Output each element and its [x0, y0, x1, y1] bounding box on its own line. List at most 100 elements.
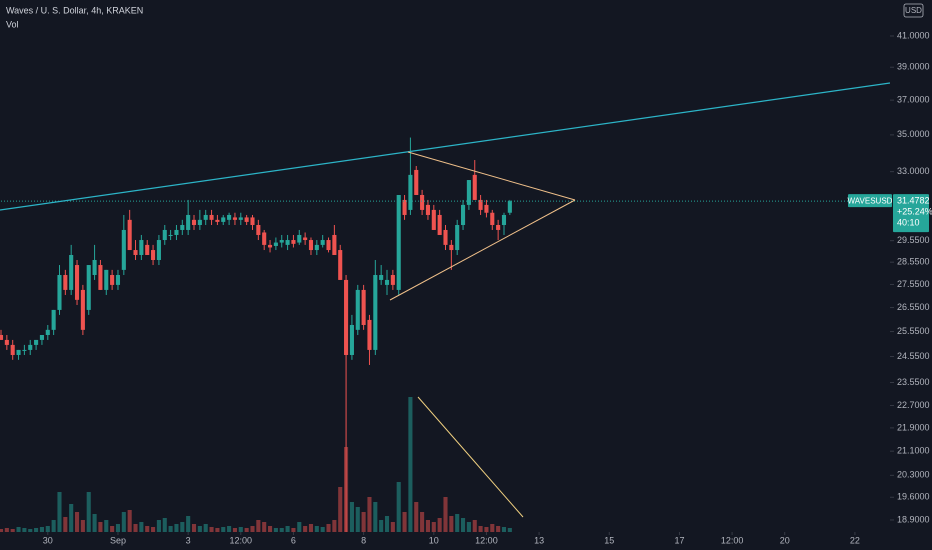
candle-body [367, 319, 372, 350]
candle-body [326, 240, 331, 251]
volume-bar [191, 524, 197, 532]
volume-bar [384, 516, 390, 532]
volume-bar [57, 492, 62, 532]
triangle-upper [407, 151, 576, 201]
volume-bar [110, 526, 115, 532]
candle-body [168, 234, 173, 236]
volume-bar [139, 522, 144, 532]
x-tick-label: 30 [43, 535, 53, 545]
x-tick-label: 3 [186, 535, 191, 545]
x-tick-label: 17 [674, 535, 684, 545]
volume-bar [267, 526, 273, 532]
candle-body [431, 209, 436, 230]
candle-body [308, 240, 314, 251]
candle-body [250, 217, 255, 225]
volume-bar [501, 527, 507, 532]
volume-bar [244, 528, 249, 532]
volume-bar [221, 527, 226, 532]
volume-bar [408, 397, 413, 532]
candle-body [379, 275, 384, 280]
candle-body [209, 214, 214, 220]
volume-bar [98, 522, 103, 532]
volume-bar [326, 524, 331, 532]
y-tick-label: 39.0000 [897, 62, 930, 72]
volume-bar [303, 526, 308, 532]
volume-bar [320, 527, 325, 532]
candle-body [443, 229, 448, 245]
volume-bar [478, 526, 483, 532]
candle-body [396, 194, 401, 290]
volume-bar [291, 528, 296, 532]
candle-body [104, 269, 109, 290]
volume-bar [332, 520, 337, 532]
volume-bar [297, 522, 302, 532]
candle-body [110, 275, 115, 285]
volume-bar [127, 510, 132, 532]
volume-bar [449, 516, 454, 532]
volume-bar [279, 528, 284, 532]
y-tick-label: 18.9000 [897, 514, 930, 524]
candle-body [449, 244, 454, 251]
candle-body [437, 214, 442, 235]
candle-body [191, 219, 197, 225]
volume-bar [361, 512, 366, 532]
candle-body [256, 224, 261, 235]
volume-bar [256, 520, 261, 532]
x-tick-label: 12:00 [475, 535, 498, 545]
volume-bar [273, 528, 278, 532]
volume-bar [209, 527, 214, 532]
volume-trend-line [417, 396, 524, 518]
x-tick-label: 8 [361, 535, 366, 545]
candle-body [373, 275, 378, 350]
y-tick-label: 28.5500 [897, 257, 930, 267]
candle-body [344, 279, 349, 355]
volume-bar [156, 520, 161, 532]
volume-bar [437, 518, 442, 532]
volume-bar [168, 526, 173, 532]
volume-bar [496, 526, 501, 532]
candle-body [74, 265, 80, 300]
volume-bar [472, 520, 477, 532]
candle-body [34, 339, 39, 345]
candle-body [45, 329, 50, 335]
volume-bar [238, 527, 243, 532]
volume-bar [490, 524, 495, 532]
candle-body [145, 244, 150, 255]
candle-body [127, 219, 132, 251]
volume-bar [92, 514, 97, 532]
volume-bar [396, 482, 401, 532]
currency-badge[interactable] [903, 3, 924, 18]
candle-body [86, 265, 91, 310]
volume-bar [22, 528, 27, 532]
candle-body [186, 214, 191, 230]
x-tick-label: 13 [534, 535, 544, 545]
candle-body [496, 224, 501, 230]
y-tick-label: 20.3000 [897, 470, 930, 480]
candle-body [267, 244, 273, 248]
volume-bar [186, 516, 191, 532]
x-tick-label: Sep [110, 535, 126, 545]
candle-body [133, 250, 138, 255]
chart-title: Waves / U. S. Dollar, 4h, KRAKEN [6, 5, 143, 15]
axes: 41.0000 39.0000 37.0000 35.0000 33.0000 29.55… [43, 30, 932, 545]
volume-bar [34, 528, 39, 532]
volume-bar [355, 507, 360, 532]
drawings [0, 82, 890, 518]
candle-body [92, 259, 97, 276]
volume-bar [45, 526, 50, 532]
volume-bar [203, 524, 208, 532]
candle-body [408, 174, 413, 210]
volume-bar [63, 517, 68, 532]
volume-layer [0, 397, 512, 532]
candle-body [466, 180, 471, 205]
volume-bar [466, 522, 471, 532]
volume-bar [262, 522, 267, 532]
candle-body [232, 217, 237, 220]
candle-body [478, 199, 483, 210]
x-tick-label: 15 [604, 535, 614, 545]
volume-bar [425, 520, 431, 532]
volume-bar [4, 528, 9, 532]
candle-body [338, 250, 343, 280]
volume-label: Vol [6, 19, 19, 29]
y-tick-label: 25.5500 [897, 326, 930, 336]
